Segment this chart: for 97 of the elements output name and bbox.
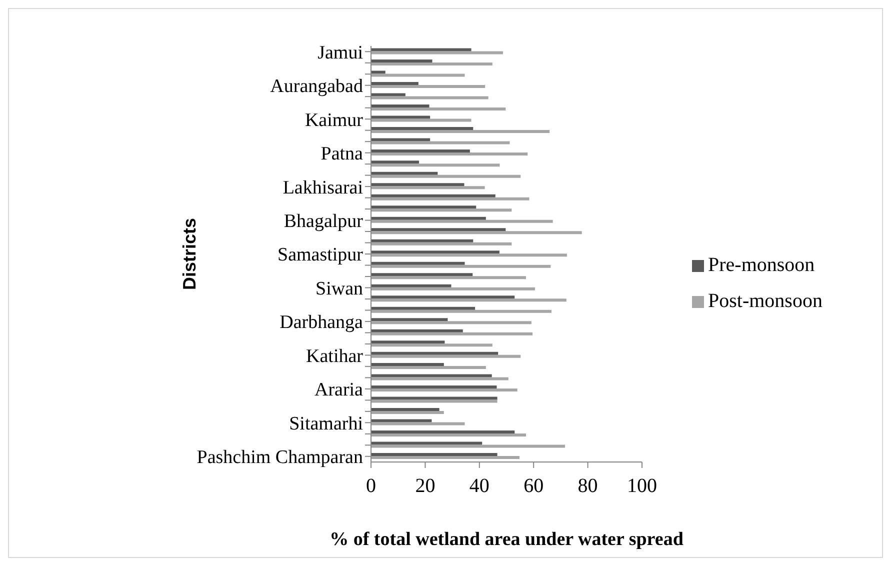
bar bbox=[371, 116, 430, 119]
bar bbox=[371, 456, 520, 460]
y-axis-title: Districts bbox=[179, 218, 200, 290]
bar bbox=[371, 298, 566, 302]
bar bbox=[371, 374, 492, 378]
bar bbox=[371, 310, 552, 313]
bar bbox=[371, 84, 486, 88]
bar bbox=[371, 444, 566, 448]
y-tick-label: Aurangabad bbox=[270, 76, 364, 98]
bar bbox=[371, 183, 464, 186]
bar bbox=[371, 264, 551, 268]
x-tick-label: 0 bbox=[366, 475, 376, 498]
bar bbox=[371, 62, 492, 66]
bar bbox=[371, 138, 430, 142]
bar bbox=[371, 287, 535, 290]
bar bbox=[371, 273, 473, 276]
bar bbox=[371, 228, 506, 232]
x-tick-label: 20 bbox=[415, 475, 436, 498]
bar bbox=[371, 340, 445, 344]
bar bbox=[371, 93, 406, 96]
bar bbox=[371, 164, 500, 167]
bar bbox=[371, 174, 521, 178]
bar bbox=[371, 152, 528, 156]
bar bbox=[371, 96, 488, 100]
bar bbox=[371, 419, 432, 422]
bar bbox=[371, 254, 567, 257]
bar bbox=[371, 318, 448, 322]
bar bbox=[371, 172, 438, 175]
bar bbox=[371, 194, 496, 198]
bar bbox=[371, 70, 386, 74]
bar bbox=[371, 386, 497, 389]
bar bbox=[371, 104, 430, 108]
bar bbox=[371, 216, 486, 220]
bar bbox=[371, 411, 444, 414]
bar bbox=[371, 366, 486, 370]
bar bbox=[371, 118, 472, 122]
y-tick-label: Samastipur bbox=[278, 244, 364, 266]
bar bbox=[371, 329, 463, 332]
bar bbox=[371, 352, 498, 355]
bar bbox=[371, 197, 530, 200]
y-tick-label: Jamui bbox=[318, 42, 363, 64]
bar bbox=[371, 377, 508, 380]
x-tick-label: 80 bbox=[578, 475, 598, 498]
bar bbox=[371, 408, 440, 412]
x-tick-label: 60 bbox=[524, 475, 544, 498]
y-tick-label: Siwan bbox=[316, 278, 364, 300]
y-tick-label: Araria bbox=[314, 380, 364, 401]
legend-label: Post-monsoon bbox=[708, 290, 822, 312]
bar bbox=[371, 344, 492, 347]
y-tick-label: Kaimur bbox=[304, 110, 364, 131]
bar bbox=[371, 396, 498, 400]
bar bbox=[371, 186, 485, 190]
legend-label: Pre-monsoon bbox=[708, 254, 815, 276]
bar bbox=[371, 220, 553, 223]
bar bbox=[371, 59, 432, 62]
bar bbox=[371, 130, 550, 133]
bar bbox=[371, 276, 526, 280]
bar bbox=[371, 231, 582, 234]
x-tick-label: 100 bbox=[627, 475, 657, 498]
bar bbox=[371, 107, 506, 110]
bar bbox=[371, 206, 476, 209]
y-tick-label: Lakhisarai bbox=[282, 177, 363, 198]
bar bbox=[371, 250, 500, 254]
x-tick-label: 40 bbox=[469, 475, 490, 498]
bar bbox=[371, 422, 465, 426]
bar bbox=[371, 149, 470, 152]
bar bbox=[371, 74, 465, 77]
bar bbox=[371, 239, 474, 242]
bar bbox=[371, 400, 498, 403]
bar bbox=[371, 82, 418, 85]
bar bbox=[371, 321, 532, 324]
bar bbox=[371, 296, 515, 299]
y-tick-label: Pashchim Champaran bbox=[196, 447, 364, 468]
bar bbox=[371, 141, 510, 144]
bar bbox=[371, 354, 521, 358]
y-tick-label: Katihar bbox=[306, 346, 364, 367]
bar bbox=[371, 332, 533, 336]
bar bbox=[371, 284, 452, 288]
bar bbox=[371, 262, 465, 265]
y-tick-label: Bhagalpur bbox=[284, 211, 364, 232]
bar bbox=[371, 160, 419, 164]
bar bbox=[371, 388, 518, 392]
bar bbox=[371, 453, 498, 456]
bar bbox=[371, 434, 526, 437]
bar bbox=[371, 242, 512, 246]
y-tick-label: Patna bbox=[320, 144, 364, 165]
bar bbox=[371, 48, 472, 52]
bar bbox=[371, 430, 515, 434]
x-axis-title: % of total wetland area under water spread bbox=[330, 529, 684, 550]
bar bbox=[371, 306, 476, 310]
bar bbox=[371, 442, 482, 445]
bar bbox=[371, 51, 503, 54]
y-tick-label: Darbhanga bbox=[280, 312, 364, 334]
y-tick-label: Sitamarhi bbox=[289, 413, 363, 434]
bar bbox=[371, 126, 474, 130]
bar bbox=[371, 208, 512, 212]
bar bbox=[371, 363, 444, 366]
